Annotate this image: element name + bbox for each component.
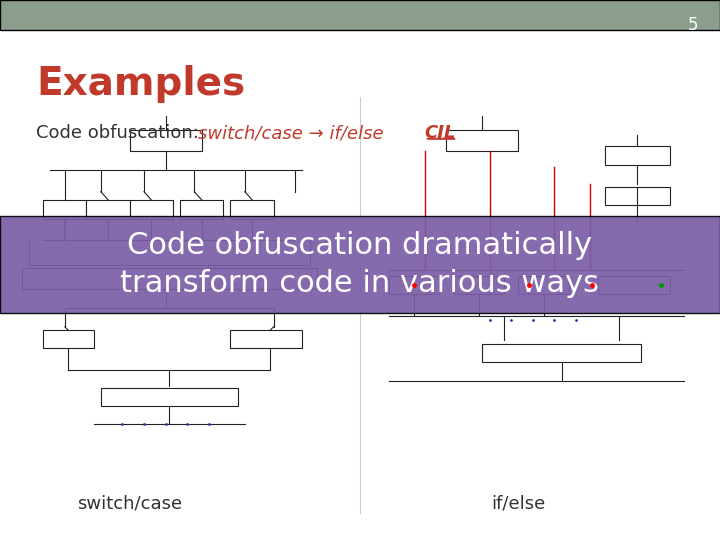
Bar	[180, 200, 223, 219]
Text: switch/case: switch/case	[77, 495, 182, 513]
Bar	[230, 330, 302, 348]
Text: switch/case → if/else: switch/case → if/else	[198, 124, 384, 142]
Bar	[130, 130, 202, 151]
Bar	[446, 130, 518, 151]
Bar	[86, 200, 130, 219]
Bar	[101, 388, 238, 406]
Text: 5: 5	[688, 16, 698, 34]
Text: Code obfuscation:: Code obfuscation:	[36, 124, 204, 142]
Text: CIL: CIL	[425, 124, 456, 142]
Text: Examples: Examples	[36, 65, 245, 103]
Bar	[43, 330, 94, 348]
Bar	[605, 146, 670, 165]
Bar	[230, 200, 274, 219]
Bar	[605, 187, 670, 205]
Bar	[22, 268, 317, 289]
Bar	[130, 200, 173, 219]
FancyBboxPatch shape	[0, 0, 720, 30]
Bar	[598, 276, 670, 294]
FancyBboxPatch shape	[0, 216, 720, 313]
Bar	[389, 276, 439, 294]
Bar	[482, 344, 641, 362]
Bar	[454, 276, 504, 294]
Text: Code obfuscation dramatically
transform code in various ways: Code obfuscation dramatically transform …	[120, 231, 600, 298]
Text: if/else: if/else	[491, 495, 546, 513]
Bar	[518, 276, 569, 294]
Bar	[43, 200, 86, 219]
